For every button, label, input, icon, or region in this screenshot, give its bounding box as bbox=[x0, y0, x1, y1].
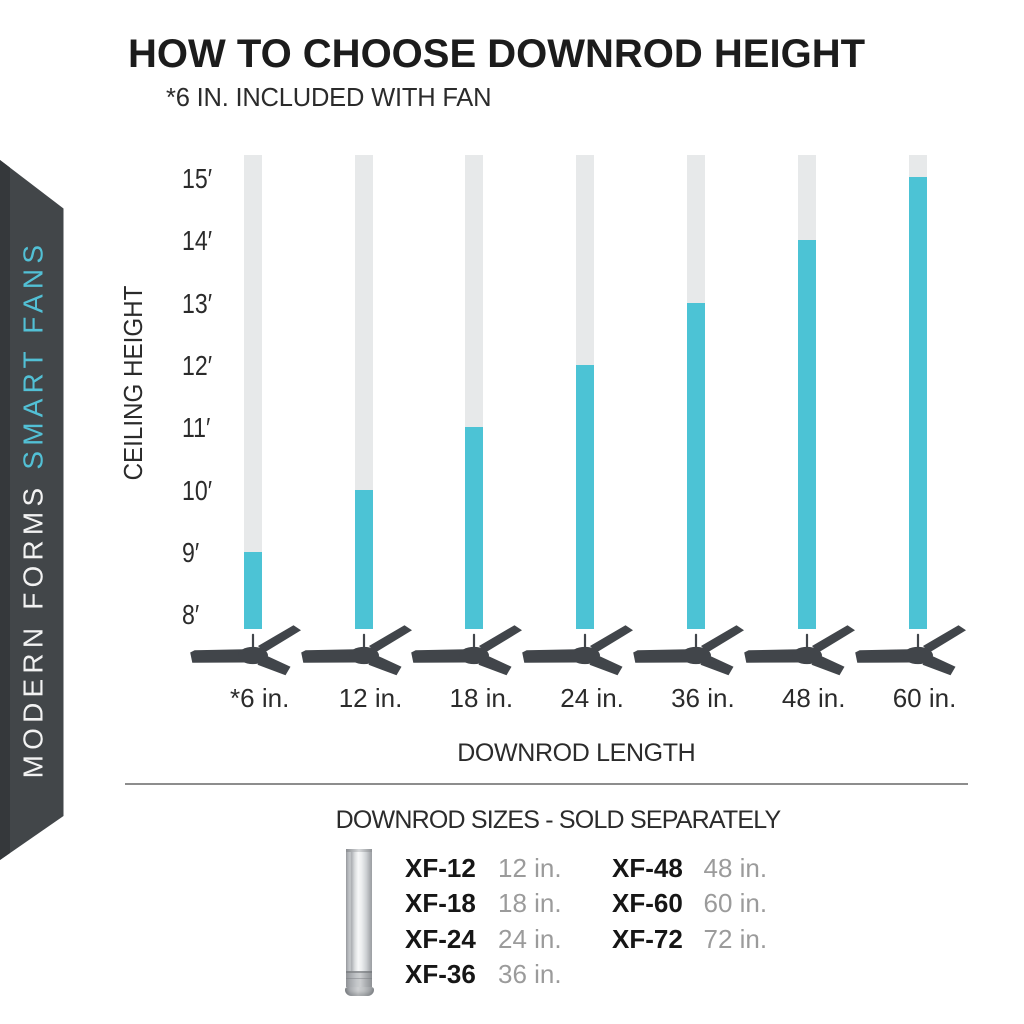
svg-text:MODERN FORMS SMART FANS: MODERN FORMS SMART FANS bbox=[18, 240, 49, 779]
